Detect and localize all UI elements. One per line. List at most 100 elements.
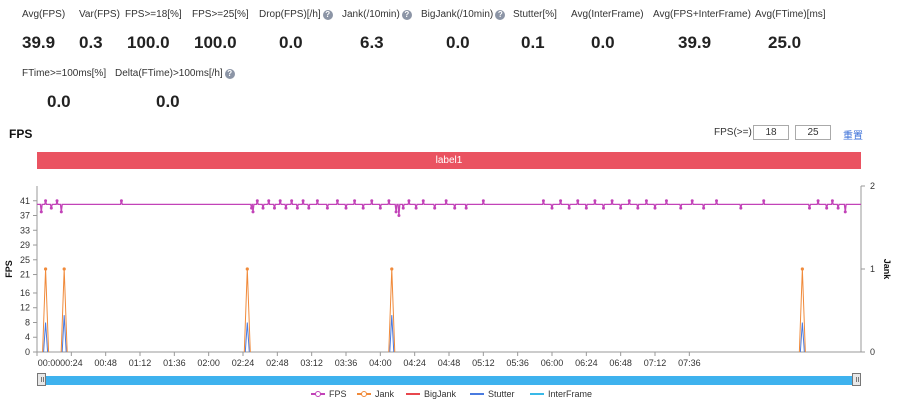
slider-handle-left[interactable] <box>37 373 46 386</box>
legend-item-interframe[interactable]: InterFrame <box>530 389 592 399</box>
fps-point <box>39 210 43 214</box>
metric-value: 0.0 <box>591 33 615 52</box>
fps-point <box>250 206 254 210</box>
y-tick-label: 4 <box>25 332 30 342</box>
fps-point <box>370 199 374 203</box>
fps-point <box>644 199 648 203</box>
metric-label: Jank(/10min)? <box>342 9 412 20</box>
jank-spike <box>60 268 68 353</box>
y-tick-label: 12 <box>20 303 30 313</box>
fps-point <box>335 199 339 203</box>
fps-point <box>653 206 657 210</box>
fps-point <box>702 206 706 210</box>
metric-label-text: FTime>=100ms[%] <box>22 68 107 79</box>
y2-axis-title: Jank <box>882 259 892 281</box>
fps-point <box>444 199 448 203</box>
fps-point <box>836 206 840 210</box>
x-tick-label: 03:12 <box>300 358 323 368</box>
fps-point <box>397 214 401 218</box>
legend-item-jank[interactable]: Jank <box>357 389 394 399</box>
chart-legend: FPS Jank BigJank Stutter InterFrame <box>0 389 900 403</box>
fps-point <box>636 206 640 210</box>
legend-item-bigjank[interactable]: BigJank <box>406 389 456 399</box>
metric-label: BigJank(/10min)? <box>421 9 506 20</box>
metric-label-text: Avg(FTime)[ms] <box>755 9 826 20</box>
x-tick-label: 02:00 <box>197 358 220 368</box>
x-tick-label: 06:00 <box>541 358 564 368</box>
metric-value: 100.0 <box>194 33 237 52</box>
fps-high-input[interactable] <box>795 125 831 140</box>
x-tick-label: 01:12 <box>129 358 152 368</box>
x-tick-label: 04:24 <box>403 358 426 368</box>
stutter-spike <box>61 315 67 353</box>
fps-point <box>550 206 554 210</box>
fps-point <box>272 206 276 210</box>
fps-point <box>679 206 683 210</box>
fps-point <box>715 199 719 203</box>
fps-point <box>808 206 811 210</box>
jank-point <box>800 267 804 271</box>
metric-label-text: Avg(FPS+InterFrame) <box>653 9 751 20</box>
fps-point <box>315 199 319 203</box>
metric-value: 0.1 <box>521 33 545 52</box>
fps-point <box>290 199 294 203</box>
y2-tick-label: 2 <box>870 181 875 191</box>
x-tick-label: 05:36 <box>506 358 529 368</box>
jank-spike <box>388 268 396 353</box>
y-tick-label: 37 <box>20 211 30 221</box>
help-icon[interactable]: ? <box>322 9 333 20</box>
fps-low-input[interactable] <box>753 125 789 140</box>
fps-point <box>284 206 288 210</box>
metric-value: 25.0 <box>768 33 802 52</box>
x-tick-label: 07:12 <box>644 358 667 368</box>
y-tick-label: 0 <box>25 347 30 357</box>
time-range-slider[interactable] <box>37 373 861 386</box>
help-icon[interactable]: ? <box>401 9 412 20</box>
fps-line <box>37 200 861 216</box>
fps-point <box>453 206 457 210</box>
legend-item-fps[interactable]: FPS <box>311 389 347 399</box>
fps-point <box>690 199 694 203</box>
legend-item-stutter[interactable]: Stutter <box>470 389 515 399</box>
x-tick-label: 04:48 <box>438 358 461 368</box>
x-tick-label: 03:36 <box>335 358 358 368</box>
metric-label: Avg(FPS+InterFrame) <box>653 9 751 20</box>
jank-spike <box>42 268 50 353</box>
fps-point <box>619 206 623 210</box>
fps-point <box>251 210 255 214</box>
y2-tick-label: 1 <box>870 264 875 274</box>
stutter-spike <box>389 315 395 353</box>
fps-point <box>59 210 63 214</box>
fps-point <box>353 199 357 203</box>
fps-point <box>344 206 348 210</box>
metric-label-text: Stutter[%] <box>513 9 557 20</box>
x-tick-label: 06:48 <box>609 358 632 368</box>
fps-point <box>830 199 834 203</box>
fps-point <box>825 206 829 210</box>
slider-track[interactable] <box>43 376 855 385</box>
help-icon[interactable]: ? <box>495 9 506 20</box>
y-tick-label: 25 <box>20 255 30 265</box>
fps-threshold-label: FPS(>=) <box>714 127 752 138</box>
fps-point <box>664 199 668 203</box>
fps-point <box>559 199 563 203</box>
legend-label: BigJank <box>424 389 457 399</box>
metric-label: Var(FPS) <box>79 9 120 20</box>
help-icon[interactable]: ? <box>224 68 235 79</box>
legend-swatch <box>406 390 420 398</box>
reset-link[interactable]: 重置 <box>843 131 863 142</box>
fps-point <box>361 206 365 210</box>
jank-point <box>43 267 48 271</box>
metric-label: FPS>=18[%] <box>125 9 182 20</box>
label-bar[interactable]: label1 <box>37 152 861 169</box>
y-axis-title: FPS <box>4 260 14 278</box>
fps-point <box>261 206 265 210</box>
y2-tick-label: 0 <box>870 347 875 357</box>
metric-label-text: BigJank(/10min) <box>421 9 494 20</box>
slider-handle-right[interactable] <box>852 373 861 386</box>
metric-label: Drop(FPS)[/h]? <box>259 9 333 20</box>
metric-label: Avg(FPS) <box>22 9 65 20</box>
legend-label: Jank <box>375 389 395 399</box>
chart-title: FPS <box>9 127 33 141</box>
